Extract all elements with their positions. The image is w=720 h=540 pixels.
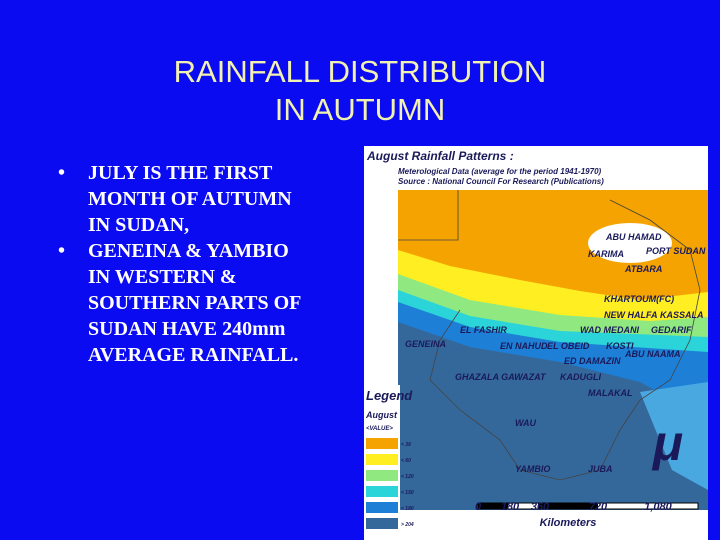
rain-zone	[640, 382, 708, 490]
bullet-symbol: •	[58, 240, 66, 262]
legend-class: < 36	[401, 442, 411, 448]
legend-swatch	[366, 502, 398, 513]
legend-class: > 204	[401, 522, 414, 528]
legend-layer: August	[365, 410, 398, 420]
place-label: EN NAHUD	[500, 341, 548, 351]
scale-tick: 180	[501, 501, 520, 513]
scale-tick: 0	[475, 501, 482, 513]
place-label: KHARTOUM(FC)	[604, 294, 674, 304]
bullet-line: IN SUDAN,	[88, 214, 190, 236]
bullet: • JULY IS THE FIRST MONTH OF AUTUMN IN S…	[58, 160, 358, 238]
place-label: GHAZALA GAWAZAT	[455, 372, 547, 382]
bullet-line: SUDAN HAVE 240mm	[88, 318, 286, 340]
bullet-line: AVERAGE RAINFALL.	[88, 344, 299, 366]
place-label: YAMBIO	[515, 464, 550, 474]
scale-bar	[478, 503, 508, 509]
place-label: ATBARA	[624, 264, 662, 274]
bullet-line: JULY IS THE FIRST	[88, 162, 273, 184]
bullet: • GENEINA & YAMBIO IN WESTERN & SOUTHERN…	[58, 238, 358, 368]
place-label: KOSTI	[606, 341, 634, 351]
slide-title: IN AUTUMN	[274, 92, 446, 127]
legend-swatch	[366, 438, 398, 449]
scale-bar	[538, 503, 598, 509]
scale-unit: Kilometers	[540, 517, 597, 529]
slide-title: RAINFALL DISTRIBUTION	[173, 54, 547, 89]
north-arrow: μ	[651, 415, 683, 471]
place-label: EL OBEID	[547, 341, 590, 351]
legend-class: < 120	[401, 474, 414, 480]
map-title: August Rainfall Patterns :	[366, 149, 514, 163]
place-label: KASSALA	[660, 310, 704, 320]
legend-swatch	[366, 518, 398, 529]
place-label: GEDARIF	[651, 325, 692, 335]
place-label: JUBA	[588, 464, 613, 474]
scale-tick: 360	[531, 501, 550, 513]
legend-field: <VALUE>	[366, 426, 393, 432]
legend-swatch	[366, 486, 398, 497]
legend-class: < 180	[401, 506, 414, 512]
place-label: KARIMA	[588, 249, 624, 259]
map-source: Source : National Council For Research (…	[398, 177, 604, 186]
bullet-line: MONTH OF AUTUMN	[88, 188, 292, 210]
bullet-line: SOUTHERN PARTS OF	[88, 292, 302, 314]
desert-patch	[588, 223, 672, 263]
legend-swatch	[366, 470, 398, 481]
place-label: WAD MEDANI	[580, 325, 639, 335]
bullet-list: • JULY IS THE FIRST MONTH OF AUTUMN IN S…	[58, 160, 358, 368]
place-label: ABU NAAMA	[624, 349, 681, 359]
place-label: GENEINA	[405, 339, 446, 349]
map-source: Meterological Data (average for the peri…	[398, 167, 602, 176]
place-label: MALAKAL	[588, 388, 633, 398]
place-label: EL FASHIR	[460, 325, 507, 335]
border	[398, 190, 701, 481]
rain-zone	[398, 190, 708, 300]
legend-class: < 150	[401, 490, 414, 496]
place-label: ABU HAMAD	[605, 232, 662, 242]
place-label: WAU	[515, 418, 536, 428]
place-label: KADUGLI	[560, 372, 601, 382]
bullet-line: GENEINA & YAMBIO	[88, 240, 289, 262]
place-label: ED DAMAZIN	[564, 356, 621, 366]
bullet-symbol: •	[58, 162, 66, 184]
bullet-line: IN WESTERN &	[88, 266, 237, 288]
legend-swatch	[366, 454, 398, 465]
scale-tick: 1,080	[644, 501, 672, 513]
place-label: PORT SUDAN	[646, 246, 706, 256]
scale-tick: 720	[589, 501, 608, 513]
legend-title: Legend	[366, 388, 413, 403]
place-label: NEW HALFA	[604, 310, 658, 320]
legend-class: < 60	[401, 458, 411, 464]
